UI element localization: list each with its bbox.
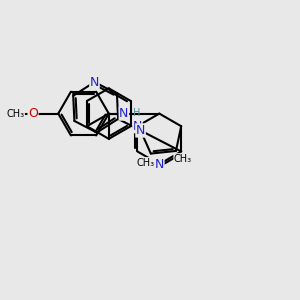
Text: N: N	[154, 158, 164, 171]
Text: H: H	[133, 108, 140, 118]
Text: CH₃: CH₃	[136, 158, 155, 168]
Text: N: N	[119, 107, 129, 120]
Text: N: N	[90, 76, 99, 88]
Text: N: N	[133, 120, 142, 133]
Text: N: N	[136, 124, 145, 137]
Text: CH₃: CH₃	[174, 154, 192, 164]
Text: O: O	[28, 107, 38, 120]
Text: CH₃: CH₃	[6, 109, 24, 118]
